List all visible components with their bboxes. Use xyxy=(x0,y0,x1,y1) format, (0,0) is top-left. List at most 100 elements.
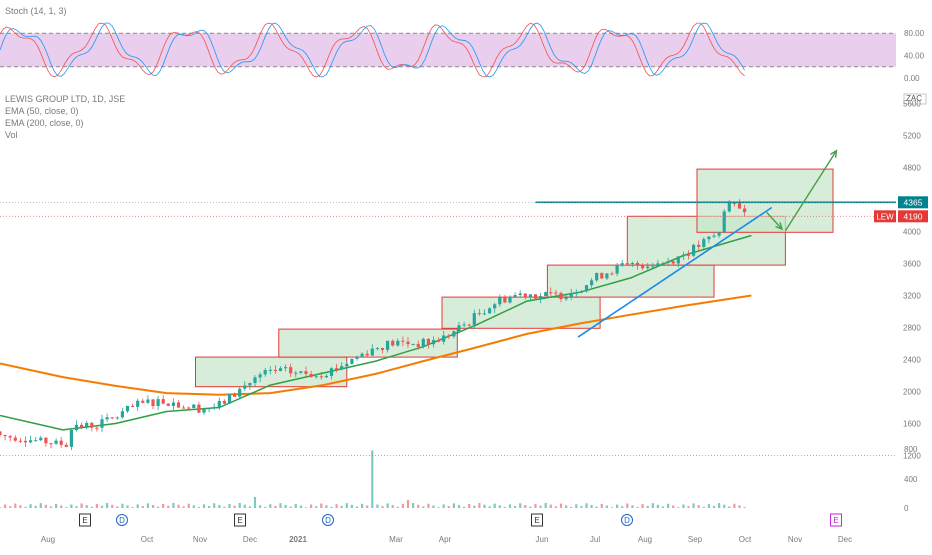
candle-body xyxy=(161,399,165,404)
candle-body xyxy=(44,437,48,444)
volume-bar xyxy=(243,504,246,508)
candle-body xyxy=(39,437,43,441)
ticker-badge xyxy=(874,210,896,223)
candle-body xyxy=(590,280,594,286)
vol-legend[interactable]: Vol xyxy=(5,130,18,140)
candle-body xyxy=(503,297,507,303)
dividend-marker xyxy=(621,514,633,526)
candle-body xyxy=(702,239,706,247)
ema50-legend[interactable]: EMA (50, close, 0) xyxy=(5,106,79,116)
last-price-badge xyxy=(898,210,928,223)
candle-body xyxy=(23,440,28,443)
volume-tick-label: 0 xyxy=(904,504,909,513)
volume-bar xyxy=(9,506,12,508)
price-tick-label: 2800 xyxy=(903,324,921,333)
volume-bar xyxy=(289,506,292,508)
volume-bar xyxy=(75,506,78,508)
candle-body xyxy=(335,368,339,370)
resistance-price-label: 4365 xyxy=(904,197,923,207)
candle-body xyxy=(686,254,691,256)
candle-body xyxy=(681,254,685,257)
volume-bar xyxy=(264,506,267,508)
candle-body xyxy=(156,399,160,407)
volume-bar xyxy=(605,505,608,508)
candle-body xyxy=(549,292,553,294)
candle-body xyxy=(462,324,466,326)
candle-body xyxy=(182,407,186,409)
candle-body xyxy=(743,208,747,213)
volume-bar xyxy=(651,503,654,508)
volume-bar xyxy=(590,504,593,508)
candle-body xyxy=(559,293,563,300)
candle-body xyxy=(584,285,589,292)
volume-bar xyxy=(310,504,313,508)
ema200-legend[interactable]: EMA (200, close, 0) xyxy=(5,118,84,128)
time-axis-label: Oct xyxy=(141,535,154,544)
candle-body xyxy=(595,273,599,281)
volume-bar xyxy=(233,505,236,508)
candle-body xyxy=(523,293,527,298)
candle-body xyxy=(697,244,701,247)
volume-bar xyxy=(677,507,680,508)
volume-bar xyxy=(304,507,308,508)
volume-bar xyxy=(19,505,22,508)
volume-bar xyxy=(325,505,328,508)
candle-body xyxy=(442,335,446,342)
candle-body xyxy=(80,424,84,428)
currency-label: ZAC xyxy=(906,94,922,103)
candle-body xyxy=(34,440,38,442)
volume-bar xyxy=(167,505,170,508)
volume-bar xyxy=(427,503,430,508)
annotation-box xyxy=(441,296,601,329)
volume-bar xyxy=(519,503,522,508)
volume-bar xyxy=(702,506,705,508)
volume-bar xyxy=(345,503,348,508)
candle-body xyxy=(426,338,430,345)
candle-body xyxy=(314,376,318,378)
volume-bar xyxy=(738,505,741,508)
volume-bar xyxy=(85,505,88,508)
candle-body xyxy=(406,341,410,345)
stoch-axis-label: 80.00 xyxy=(904,29,925,38)
event-marker-label: D xyxy=(119,516,125,525)
volume-bar xyxy=(575,504,578,508)
candle-body xyxy=(8,436,12,438)
candle-body xyxy=(329,368,334,376)
stoch-legend[interactable]: Stoch (14, 1, 3) xyxy=(5,6,67,16)
volume-bar xyxy=(733,503,736,508)
volume-bar xyxy=(65,507,68,508)
candle-body xyxy=(671,261,675,264)
candle-body xyxy=(90,422,94,428)
volume-bar xyxy=(24,506,27,508)
volume-bar xyxy=(157,506,160,508)
candle-body xyxy=(493,304,497,309)
price-tick-label: 4000 xyxy=(903,228,921,237)
volume-bar xyxy=(514,506,517,508)
volume-bar xyxy=(126,505,129,508)
volume-bar xyxy=(534,503,537,508)
candle-body xyxy=(299,371,303,373)
candle-body xyxy=(380,348,385,350)
volume-bar xyxy=(0,507,2,508)
volume-bar xyxy=(361,503,364,508)
candle-body xyxy=(396,340,400,346)
volume-bar xyxy=(641,504,644,508)
volume-bar xyxy=(595,506,598,508)
candle-body xyxy=(29,440,33,443)
candle-body xyxy=(141,400,145,403)
candle-body xyxy=(294,372,298,374)
candle-body xyxy=(579,291,583,293)
volume-bar xyxy=(463,506,466,508)
volume-bar xyxy=(111,504,114,508)
candle-body xyxy=(289,367,293,374)
candle-body xyxy=(646,266,650,269)
volume-bar xyxy=(544,502,547,508)
candle-body xyxy=(100,419,104,428)
volume-bar xyxy=(661,506,665,508)
volume-bar xyxy=(656,504,659,508)
volume-bar xyxy=(121,503,124,508)
candle-body xyxy=(391,340,395,346)
candle-body xyxy=(278,368,283,371)
volume-bar xyxy=(228,503,231,508)
